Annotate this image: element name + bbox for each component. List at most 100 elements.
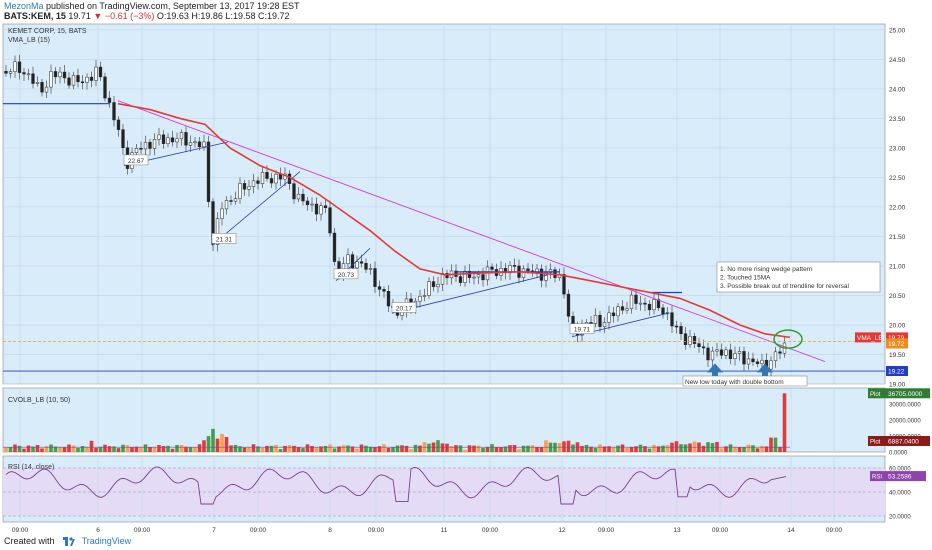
- volume-bar: [220, 433, 224, 452]
- volume-bar: [580, 445, 584, 452]
- candle-body: [539, 268, 544, 281]
- author-link[interactable]: MezonMa: [4, 1, 44, 11]
- candle-body: [134, 148, 139, 153]
- up-arrow-icon: [707, 363, 723, 380]
- candle-body: [607, 312, 611, 323]
- price-tick-label: 22.00: [889, 204, 906, 211]
- volume-bar: [328, 444, 332, 452]
- arrow-note-box: [682, 375, 808, 387]
- time-tick-label: 12: [558, 527, 566, 534]
- footer-brand[interactable]: TradingView: [81, 536, 132, 546]
- volume-bar: [224, 436, 229, 452]
- volume-bar: [440, 443, 445, 452]
- volume-bar: [661, 445, 665, 452]
- last-price-tag: 19.72: [888, 341, 905, 348]
- candle-body: [710, 350, 715, 361]
- candle-body: [328, 207, 332, 234]
- volume-bar: [386, 447, 391, 452]
- plot-value-high-bg: [886, 388, 930, 399]
- volume-bar: [521, 445, 526, 452]
- volume-bar: [44, 446, 49, 452]
- volume-bar: [287, 445, 292, 452]
- candle-body: [715, 349, 719, 352]
- volume-bar: [256, 446, 260, 452]
- candle-body: [13, 61, 17, 72]
- note-line: 1. No more rising wedge pattern: [720, 266, 813, 273]
- volume-bar: [188, 447, 193, 452]
- volume-bar: [755, 448, 760, 452]
- volume-bar: [382, 444, 386, 452]
- volume-bar: [557, 443, 562, 452]
- volume-bar: [544, 440, 548, 452]
- rsi-value-tag-bg: [886, 471, 926, 482]
- candle-body: [8, 71, 13, 74]
- rsi-line: [5, 466, 787, 505]
- candle-body: [458, 276, 463, 283]
- candle-body: [67, 77, 71, 86]
- volume-bar: [616, 445, 620, 452]
- candle-body: [188, 142, 193, 146]
- candle-body: [242, 183, 247, 190]
- footer-created: Created with: [4, 536, 55, 546]
- candle-body: [247, 186, 251, 190]
- time-tick-label: 13: [673, 527, 681, 534]
- volume-bar: [26, 445, 31, 452]
- volume-bar: [467, 445, 472, 452]
- candle-body: [22, 72, 26, 75]
- candle-body: [593, 314, 598, 324]
- volume-bar: [35, 445, 40, 452]
- candle-body: [697, 343, 701, 347]
- candle-body: [427, 281, 431, 296]
- rsi-tick-label: 60.0000: [889, 467, 911, 473]
- candle-body: [661, 307, 665, 315]
- low-label: 19.71: [574, 327, 591, 334]
- volume-bar: [85, 446, 89, 452]
- volume-bar: [143, 444, 148, 452]
- volume-bar: [346, 445, 350, 452]
- candle-body: [359, 261, 364, 264]
- candle-body: [611, 312, 616, 317]
- candle-body: [166, 137, 170, 144]
- candle-body: [251, 180, 256, 187]
- plot-label-bg: [868, 388, 886, 399]
- candle-body: [688, 336, 692, 345]
- candle-body: [332, 232, 337, 262]
- candle-body: [481, 274, 485, 281]
- volume-bar: [782, 393, 787, 452]
- volume-bar: [283, 445, 287, 452]
- volume-bar: [251, 444, 256, 452]
- candle-body: [193, 141, 197, 144]
- volume-bar: [368, 446, 373, 452]
- volume-bar: [355, 448, 359, 452]
- candle-body: [436, 284, 440, 288]
- volume-bar: [463, 449, 467, 452]
- price-tick-label: 23.00: [889, 145, 906, 152]
- volume-bar: [769, 437, 773, 452]
- volume-bar: [742, 447, 746, 452]
- volume-bar: [710, 443, 715, 452]
- volume-bar: [229, 445, 233, 452]
- candle-body: [463, 270, 467, 283]
- candle-body: [616, 306, 620, 317]
- volume-bar: [211, 428, 215, 452]
- candle-body: [647, 303, 652, 311]
- low-label-box: [569, 323, 595, 334]
- ma-line: [117, 102, 791, 339]
- volume-bar: [418, 445, 422, 452]
- price-title: KEMET CORP, 15, BATS: [8, 28, 87, 35]
- candle-body: [256, 180, 260, 184]
- candle-body: [260, 172, 265, 184]
- volume-bar: [746, 444, 751, 452]
- plot-label-name: Plot: [870, 392, 881, 398]
- rsi-tick-label: 40.0000: [889, 491, 911, 497]
- rsi-label-name: RSI: [872, 475, 882, 481]
- volume-bar: [76, 447, 80, 452]
- volume-bar: [638, 444, 643, 452]
- candle-body: [472, 276, 476, 279]
- volume-bar: [67, 444, 71, 452]
- candle-body: [638, 302, 643, 305]
- volume-bar: [359, 444, 364, 452]
- volume-tick-label: 20000.0000: [889, 419, 921, 425]
- candle-body: [355, 261, 359, 269]
